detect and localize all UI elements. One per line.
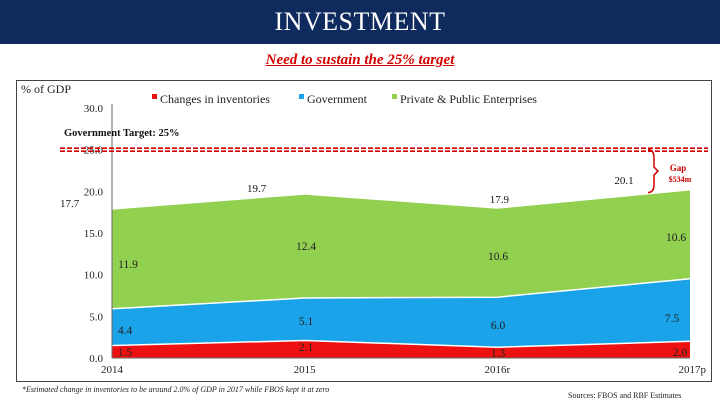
government-value-label: 4.4 bbox=[118, 325, 133, 337]
chart-frame bbox=[16, 80, 712, 382]
inventories-value-label: 1.5 bbox=[118, 347, 133, 359]
page-title: INVESTMENT bbox=[274, 7, 446, 36]
header-bar: INVESTMENT bbox=[0, 0, 720, 44]
area-changes-in-inventories bbox=[112, 340, 690, 358]
x-tick-label: 2015 bbox=[294, 364, 317, 376]
x-tick-label: 2017p bbox=[679, 364, 707, 376]
y-tick-label: 0.0 bbox=[89, 353, 103, 365]
legend-swatch bbox=[152, 94, 157, 99]
x-tick-label: 2014 bbox=[101, 364, 124, 376]
total-label: 20.1 bbox=[614, 175, 633, 187]
area-government bbox=[112, 278, 690, 348]
gap-value: $534m bbox=[669, 175, 692, 184]
total-label: 19.7 bbox=[247, 183, 267, 195]
band-separator-2 bbox=[111, 278, 691, 310]
y-axis-label: % of GDP bbox=[21, 82, 71, 96]
legend-label: Government bbox=[307, 92, 368, 106]
legend-swatch bbox=[299, 94, 304, 99]
private-value-label: 11.9 bbox=[118, 259, 138, 271]
area-private-public-enterprises bbox=[112, 190, 690, 309]
private-value-label: 10.6 bbox=[666, 232, 686, 244]
inventories-value-label: 2.0 bbox=[673, 347, 688, 359]
subtitle: Need to sustain the 25% target bbox=[265, 52, 455, 68]
y-tick-label: 20.0 bbox=[84, 186, 104, 198]
government-value-label: 7.5 bbox=[665, 313, 680, 325]
y-tick-label: 5.0 bbox=[89, 311, 103, 323]
gap-label: Gap bbox=[670, 163, 687, 173]
footnote: *Estimated change in inventories to be a… bbox=[22, 385, 330, 394]
y-tick-label: 10.0 bbox=[84, 270, 104, 282]
y-tick-label: 15.0 bbox=[84, 228, 104, 240]
gap-bracket bbox=[647, 148, 660, 194]
y-tick-label: 30.0 bbox=[84, 103, 104, 115]
private-value-label: 10.6 bbox=[488, 251, 508, 263]
government-value-label: 6.0 bbox=[491, 320, 506, 332]
band-separator-1 bbox=[111, 339, 691, 348]
target-label: Government Target: 25% bbox=[64, 128, 180, 139]
x-tick-label: 2016r bbox=[484, 364, 510, 376]
inventories-value-label: 2.1 bbox=[299, 342, 314, 354]
sources-note: Sources: FBOS and RBF Estimates bbox=[568, 391, 682, 400]
inventories-value-label: 1.3 bbox=[491, 348, 506, 360]
private-value-label: 12.4 bbox=[296, 241, 316, 253]
legend-label: Changes in inventories bbox=[160, 92, 270, 106]
legend-swatch bbox=[392, 94, 397, 99]
government-value-label: 5.1 bbox=[299, 316, 314, 328]
total-label: 17.7 bbox=[60, 198, 80, 210]
total-label: 17.9 bbox=[490, 194, 510, 206]
y-tick-label: 25.0 bbox=[84, 145, 104, 157]
legend-label: Private & Public Enterprises bbox=[400, 92, 537, 106]
